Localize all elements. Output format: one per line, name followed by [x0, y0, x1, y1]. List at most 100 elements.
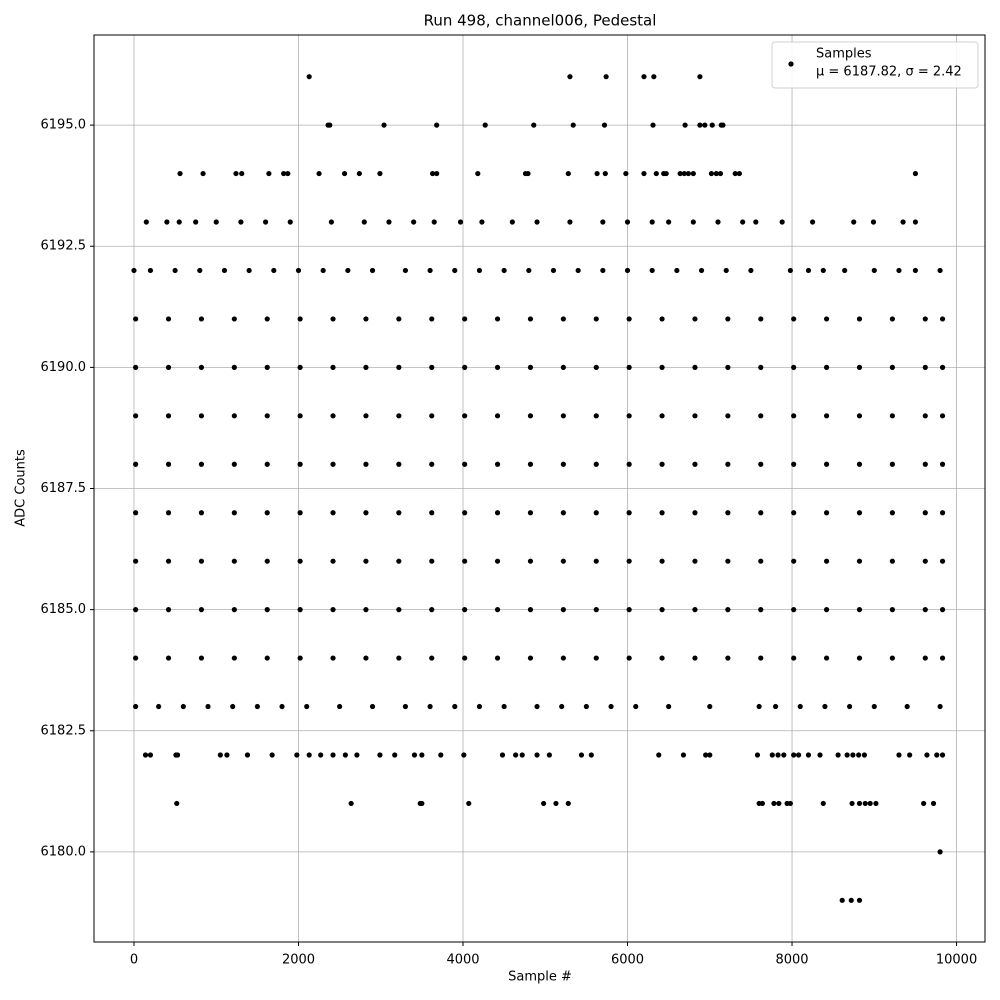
- data-point: [924, 752, 930, 758]
- data-point: [231, 316, 237, 322]
- data-point: [231, 413, 237, 419]
- data-point: [264, 607, 270, 613]
- data-point: [681, 170, 687, 177]
- data-point: [939, 316, 946, 322]
- data-point: [501, 267, 507, 274]
- data-point: [534, 752, 540, 758]
- data-point: [608, 703, 614, 710]
- data-point: [174, 752, 181, 758]
- data-point: [907, 752, 913, 758]
- data-point: [791, 510, 797, 516]
- data-point: [601, 122, 608, 128]
- data-point: [692, 655, 698, 661]
- data-point: [133, 510, 139, 516]
- data-point: [594, 170, 600, 177]
- data-point: [709, 122, 715, 128]
- data-point: [396, 655, 402, 661]
- data-point: [499, 752, 506, 758]
- data-point: [820, 267, 826, 274]
- data-point: [856, 461, 863, 467]
- data-point: [600, 219, 606, 225]
- data-point: [198, 607, 205, 613]
- data-point: [930, 800, 937, 807]
- data-point: [603, 74, 609, 80]
- data-point: [193, 219, 199, 225]
- data-point: [476, 703, 483, 710]
- data-point: [781, 752, 787, 758]
- data-point: [791, 655, 797, 661]
- data-point: [759, 800, 766, 807]
- data-point: [633, 703, 639, 710]
- data-point: [922, 364, 928, 370]
- data-point: [921, 800, 927, 807]
- data-point: [659, 655, 665, 661]
- data-point: [205, 703, 211, 710]
- data-point: [659, 316, 665, 322]
- data-point: [844, 752, 850, 758]
- data-point: [851, 219, 857, 225]
- data-point: [707, 752, 713, 758]
- data-point: [198, 364, 205, 370]
- data-point: [361, 219, 367, 225]
- data-point: [889, 461, 895, 467]
- data-point: [285, 170, 291, 177]
- data-point: [133, 461, 139, 467]
- data-point: [345, 267, 351, 274]
- data-point: [912, 170, 919, 177]
- data-point: [626, 316, 632, 322]
- data-point: [823, 461, 830, 467]
- data-point: [560, 316, 566, 322]
- data-point: [847, 703, 853, 710]
- data-point: [133, 558, 139, 564]
- data-point: [165, 316, 172, 322]
- data-point: [578, 752, 585, 758]
- data-point: [363, 655, 369, 661]
- data-point: [651, 74, 657, 80]
- data-point: [534, 219, 540, 225]
- y-axis-label: ADC Counts: [14, 449, 29, 527]
- data-point: [297, 316, 303, 322]
- data-point: [856, 316, 863, 322]
- data-point: [133, 655, 139, 661]
- data-point: [396, 316, 402, 322]
- data-point: [419, 800, 425, 807]
- data-point: [725, 316, 731, 322]
- data-point: [525, 170, 531, 177]
- data-point: [306, 752, 312, 758]
- data-point: [748, 267, 754, 274]
- data-point: [165, 558, 172, 564]
- data-point: [198, 316, 205, 322]
- data-point: [396, 413, 402, 419]
- data-point: [723, 267, 729, 274]
- data-point: [771, 800, 777, 807]
- data-point: [297, 364, 303, 370]
- data-point: [142, 752, 149, 758]
- data-point: [593, 510, 599, 516]
- data-point: [244, 752, 251, 758]
- data-point: [567, 219, 573, 225]
- data-point: [377, 170, 383, 177]
- data-point: [527, 558, 534, 564]
- data-point: [429, 316, 435, 322]
- data-point: [649, 267, 655, 274]
- data-point: [429, 413, 435, 419]
- data-point: [659, 558, 665, 564]
- data-point: [411, 752, 418, 758]
- data-point: [494, 655, 501, 661]
- data-point: [889, 413, 895, 419]
- data-point: [871, 267, 877, 274]
- y-tick-label: 6185.0: [41, 602, 87, 617]
- data-point: [330, 461, 336, 467]
- data-point: [476, 267, 483, 274]
- data-point: [316, 170, 322, 177]
- y-tick-label: 6190.0: [41, 360, 87, 375]
- data-point: [133, 364, 139, 370]
- data-point: [791, 413, 797, 419]
- data-point: [231, 558, 237, 564]
- data-point: [593, 364, 599, 370]
- data-point: [429, 607, 435, 613]
- data-point: [791, 461, 797, 467]
- data-point: [896, 752, 902, 758]
- data-point: [133, 413, 139, 419]
